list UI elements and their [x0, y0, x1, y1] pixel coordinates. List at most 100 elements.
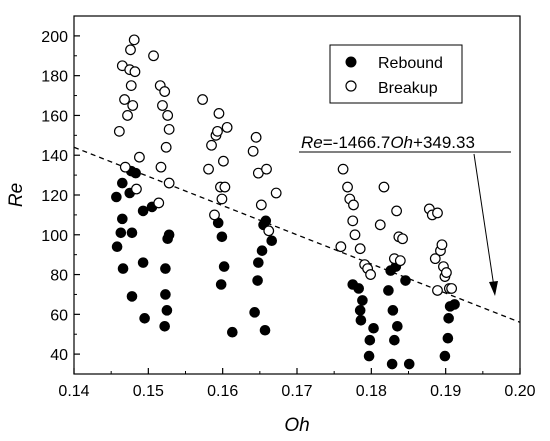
fit-eq-part-intercept: +349.33	[413, 133, 475, 152]
rebound-point-55	[449, 299, 460, 310]
rebound-point-45	[387, 305, 399, 316]
breakup-point-42	[335, 241, 347, 253]
breakup-point-58	[394, 255, 406, 267]
rebound-point-3	[117, 213, 128, 225]
y-tick-label-7: 180	[41, 69, 68, 86]
breakup-point-53	[374, 219, 386, 231]
rebound-point-8	[126, 291, 138, 302]
legend-label-breakup: Breakup	[378, 80, 438, 97]
rebound-point-22	[215, 279, 227, 290]
breakup-point-22	[163, 177, 175, 189]
x-tick-label-3: 0.17	[281, 383, 312, 400]
y-axis-title: Re	[6, 183, 27, 207]
rebound-point-2	[115, 227, 127, 239]
breakup-point-40	[263, 225, 275, 237]
legend-box	[329, 44, 463, 104]
y-tick-label-2: 80	[50, 268, 68, 285]
rebound-point-33	[266, 235, 278, 247]
rebound-point-49	[400, 275, 411, 286]
breakup-point-35	[247, 145, 259, 157]
rebound-point-10	[130, 167, 141, 179]
rebound-point-52	[442, 332, 454, 344]
y-tick-label-0: 40	[50, 347, 68, 364]
breakup-point-43	[337, 163, 349, 175]
y-tick-label-8: 200	[41, 29, 68, 46]
breakup-point-16	[155, 161, 167, 173]
breakup-point-9	[128, 34, 140, 46]
fit-line	[73, 146, 521, 323]
breakup-point-66	[436, 239, 448, 251]
breakup-point-38	[255, 199, 267, 211]
rebound-point-29	[256, 245, 268, 256]
rebound-point-0	[111, 191, 122, 203]
rebound-point-42	[383, 285, 394, 296]
breakup-point-52	[365, 269, 376, 280]
legend-label-rebound: Rebound	[378, 55, 443, 72]
y-axis: 40 60 80 100 120 140 160 180 200	[41, 29, 80, 364]
breakup-point-3	[119, 161, 131, 173]
y-tick-label-6: 160	[41, 108, 68, 125]
breakup-point-20	[162, 110, 174, 121]
breakup-point-44	[342, 181, 353, 193]
rebound-point-32	[260, 215, 272, 227]
rebound-point-46	[389, 334, 400, 346]
breakup-point-59	[397, 233, 408, 245]
breakup-point-14	[153, 197, 165, 209]
rebound-point-28	[253, 257, 264, 268]
rebound-point-26	[249, 307, 260, 318]
series-breakup	[113, 34, 458, 296]
breakup-point-46	[347, 215, 359, 227]
breakup-point-69	[441, 267, 452, 278]
rebound-point-9	[126, 227, 138, 239]
rebound-point-36	[354, 305, 366, 316]
annotation-arrow-line	[473, 153, 495, 288]
fit-eq-part-oh: Oh	[390, 133, 413, 152]
legend-marker-rebound	[345, 56, 357, 68]
x-tick-label-4: 0.18	[356, 383, 387, 400]
breakup-point-19	[160, 141, 172, 153]
breakup-point-28	[212, 125, 223, 137]
breakup-point-21	[163, 123, 175, 135]
breakup-point-62	[429, 253, 441, 265]
breakup-point-24	[203, 163, 214, 175]
breakup-point-6	[125, 44, 136, 56]
breakup-point-0	[113, 125, 125, 137]
rebound-point-17	[160, 263, 171, 274]
breakup-point-31	[216, 193, 228, 205]
breakup-point-7	[125, 80, 137, 92]
breakup-point-12	[134, 151, 145, 163]
breakup-point-41	[270, 187, 282, 199]
fit-equation-annotation: Re=-1466.7Oh+349.33	[299, 133, 511, 296]
legend-marker-breakup	[345, 80, 357, 92]
rebound-point-27	[252, 275, 263, 286]
breakup-point-4	[122, 110, 133, 121]
breakup-point-64	[432, 207, 443, 219]
rebound-point-4	[117, 177, 128, 189]
breakup-point-2	[119, 94, 130, 105]
rebound-point-16	[160, 289, 171, 300]
x-tick-label-0: 0.14	[58, 383, 89, 400]
fit-eq-part-slope: =-1466.7	[323, 133, 391, 152]
rebound-point-40	[364, 334, 376, 346]
breakup-point-18	[159, 86, 171, 97]
rebound-point-1	[111, 241, 123, 253]
x-tick-label-6: 0.20	[504, 383, 535, 400]
breakup-point-32	[218, 155, 229, 167]
breakup-point-36	[250, 131, 262, 143]
breakup-point-25	[206, 139, 217, 151]
annotation-arrow-head	[489, 281, 498, 296]
y-tick-label-5: 140	[41, 148, 68, 165]
rebound-point-53	[443, 313, 454, 324]
breakup-point-11	[131, 183, 142, 195]
rebound-point-50	[403, 358, 415, 370]
breakup-point-71	[446, 283, 458, 294]
fit-equation-label: Re=-1466.7Oh+349.33	[301, 133, 475, 152]
breakup-point-8	[127, 100, 139, 111]
fit-line-group	[73, 146, 521, 323]
rebound-point-41	[368, 322, 379, 334]
y-tick-label-4: 120	[41, 188, 68, 205]
rebound-point-13	[139, 313, 150, 324]
breakup-point-17	[157, 100, 168, 111]
breakup-point-49	[354, 243, 366, 255]
